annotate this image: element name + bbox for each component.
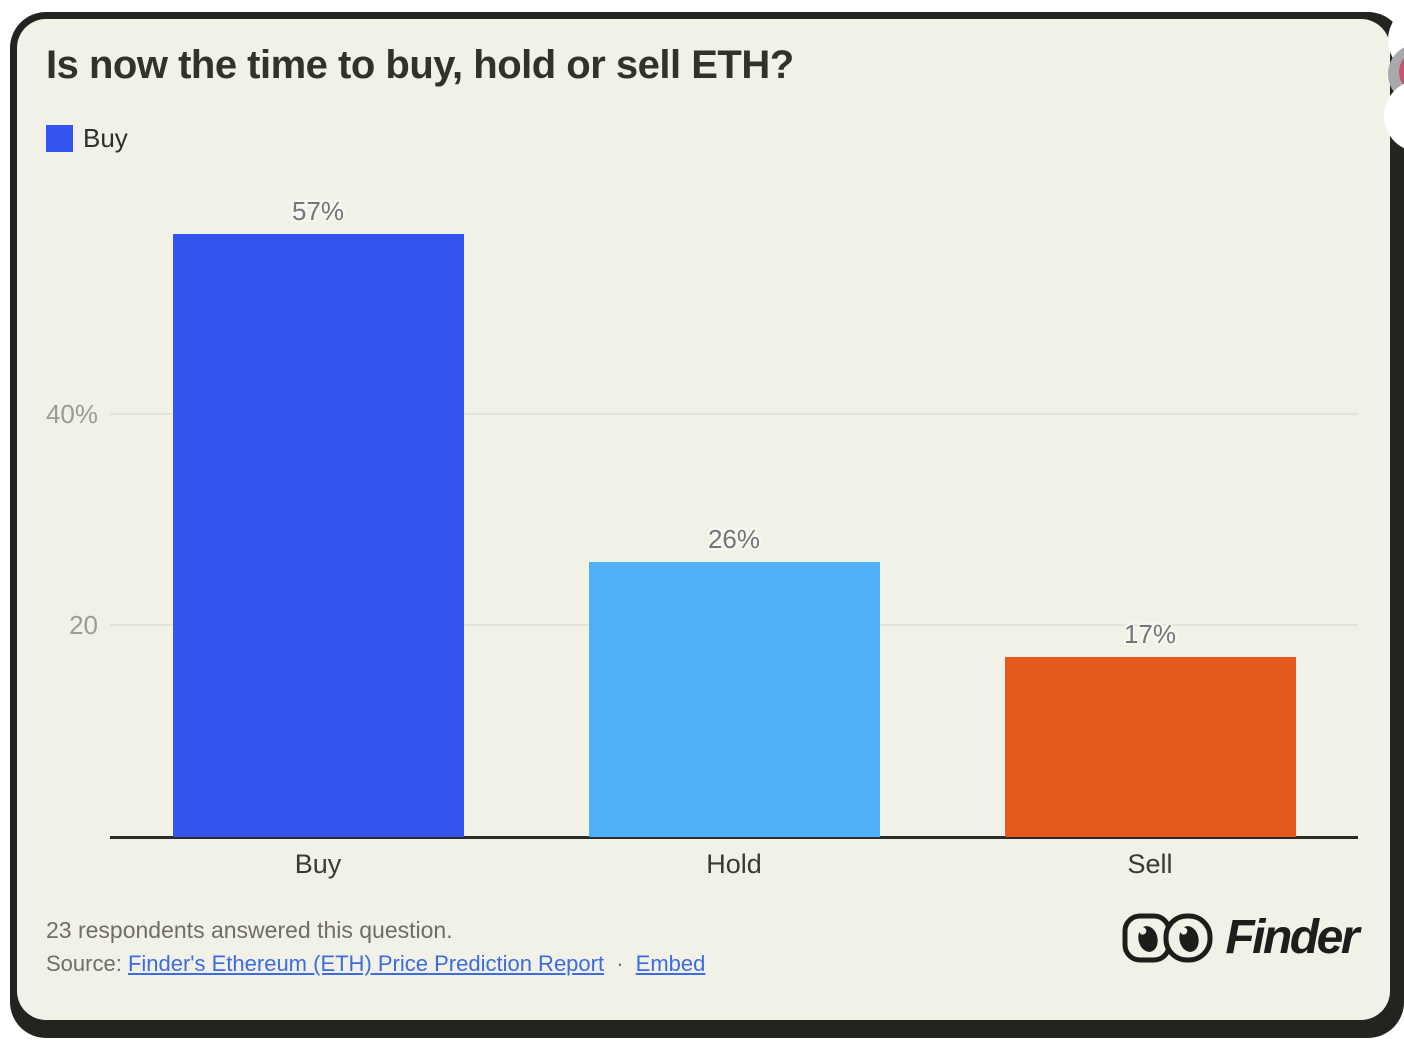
legend-item-buy[interactable]: Buy (46, 123, 128, 154)
value-label-buy: 57% (291, 196, 345, 226)
chart-card: Is now the time to buy, hold or sell ETH… (10, 12, 1404, 1038)
link-separator: · (616, 951, 624, 976)
source-report-link[interactable]: Finder's Ethereum (ETH) Price Prediction… (127, 951, 605, 976)
ytick-label-20: 20 (69, 610, 98, 641)
gridline-40 (110, 412, 1358, 415)
value-label-hold: 26% (707, 523, 761, 554)
bar-sell[interactable] (1004, 657, 1296, 837)
respondents-note: 23 respondents answered this question. (46, 917, 453, 943)
plot-area: 20 40% 57% Buy 26% Hold 17% Sell (46, 196, 1358, 879)
legend: Buy (46, 123, 128, 154)
source-line: Source: Finder's Ethereum (ETH) Price Pr… (46, 951, 705, 977)
source-prefix: Source: (46, 951, 122, 976)
legend-label: Buy (83, 123, 128, 153)
chart-title: Is now the time to buy, hold or sell ETH… (46, 43, 794, 87)
xtick-label-sell: Sell (1127, 849, 1173, 879)
xtick-label-hold: Hold (706, 849, 762, 879)
value-label-sell: 17% (1123, 619, 1177, 650)
finder-logo: Finder (1121, 910, 1359, 965)
x-axis-line (110, 836, 1358, 839)
finder-eyes-icon (1122, 913, 1213, 962)
xtick-label-buy: Buy (294, 849, 342, 879)
legend-swatch-buy (46, 125, 73, 152)
embed-link[interactable]: Embed (635, 951, 706, 976)
finder-logo-text: Finder (1225, 911, 1359, 964)
bar-buy[interactable] (172, 234, 464, 837)
chart-card-body: Is now the time to buy, hold or sell ETH… (17, 19, 1390, 1020)
bar-hold[interactable] (588, 561, 880, 837)
ytick-label-40: 40% (45, 398, 98, 429)
